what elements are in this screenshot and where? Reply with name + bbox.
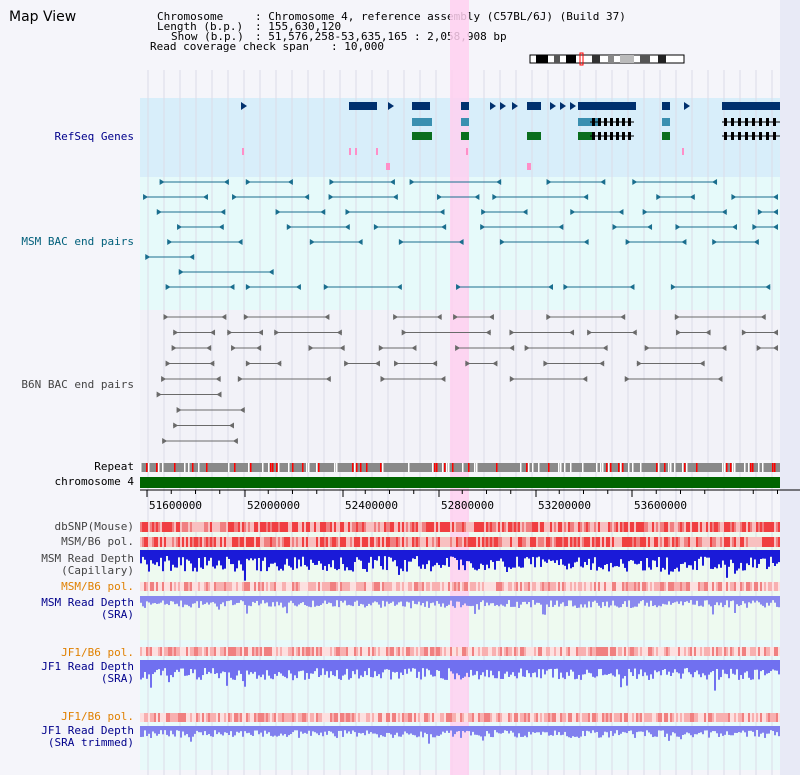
refseq-genes-label: RefSeq Genes — [54, 130, 134, 143]
msm-pol-label-2: MSM/B6 pol. — [61, 580, 134, 593]
jf1-track-bg — [140, 640, 780, 770]
dbsnp-label: dbSNP(Mouse) — [54, 520, 134, 533]
chromosome-bar — [140, 477, 780, 488]
polymorphism-heatmaps — [140, 522, 780, 722]
msm-depth-sra-label: MSM Read Depth (SRA) — [41, 596, 134, 621]
coordinate-ruler: 51600000 52000000 52400000 52800000 53200000… — [140, 489, 800, 512]
jf1-pol-label-2: JF1/B6 pol. — [61, 710, 134, 723]
jf1-depth-sra-label: JF1 Read Depth (SRA) — [41, 660, 134, 685]
chromosome-label-track: chromosome 4 — [54, 475, 134, 488]
read-depth-histograms — [140, 550, 780, 744]
b6n-bac-track-bg — [140, 310, 780, 460]
ruler-tick-label: 51600000 — [149, 499, 202, 512]
b6n-bac-label: B6N BAC end pairs — [21, 378, 134, 391]
ruler-tick-label: 53200000 — [538, 499, 591, 512]
jf1-depth-trimmed-label: JF1 Read Depth (SRA trimmed) — [41, 724, 134, 749]
repeat-track — [140, 463, 780, 472]
refseq-track-bg — [140, 98, 780, 177]
length-value: : 155,630,120 — [255, 20, 342, 33]
msm-pol-label: MSM/B6 pol. — [61, 535, 134, 548]
ruler-tick-label: 52400000 — [345, 499, 398, 512]
bac-end-pair-features — [143, 179, 778, 444]
coverage-value: : 10,000 — [331, 40, 384, 53]
jf1-pol-label: JF1/B6 pol. — [61, 646, 134, 659]
msm-depth-capillary-label: MSM Read Depth (Capillary) — [41, 552, 134, 577]
repeat-label: Repeat — [94, 460, 134, 473]
highlight-region — [450, 0, 469, 775]
panel-title: Map View — [9, 9, 77, 25]
chromosome-label: Chromosome — [157, 10, 224, 23]
refseq-gene-features — [241, 102, 780, 170]
depth-track-bg — [140, 520, 780, 770]
ruler-tick-label: 52800000 — [441, 499, 494, 512]
msm-bac-track-bg — [140, 177, 780, 310]
coverage-label: Read coverage check span — [150, 40, 309, 53]
grid-lines — [147, 70, 773, 775]
msm-bac-label: MSM BAC end pairs — [21, 235, 134, 248]
length-label: Length (b.p.) — [157, 20, 244, 33]
ruler-tick-label: 52000000 — [247, 499, 300, 512]
show-label: Show (b.p.) — [171, 30, 244, 43]
chromosome-ideogram[interactable] — [528, 52, 688, 66]
ruler-tick-label: 53600000 — [634, 499, 687, 512]
